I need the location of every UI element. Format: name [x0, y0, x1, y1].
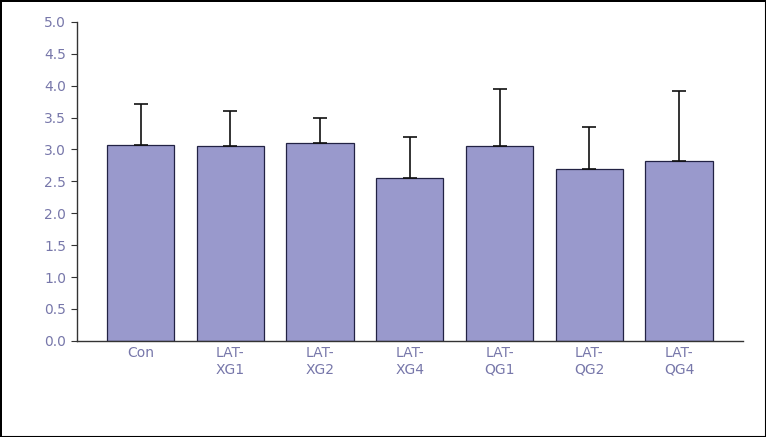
Bar [107, 145, 174, 341]
Bar [286, 143, 354, 341]
Bar [197, 146, 264, 341]
Bar [555, 169, 623, 341]
Bar [466, 146, 533, 341]
Bar [646, 161, 712, 341]
Bar [376, 178, 444, 341]
